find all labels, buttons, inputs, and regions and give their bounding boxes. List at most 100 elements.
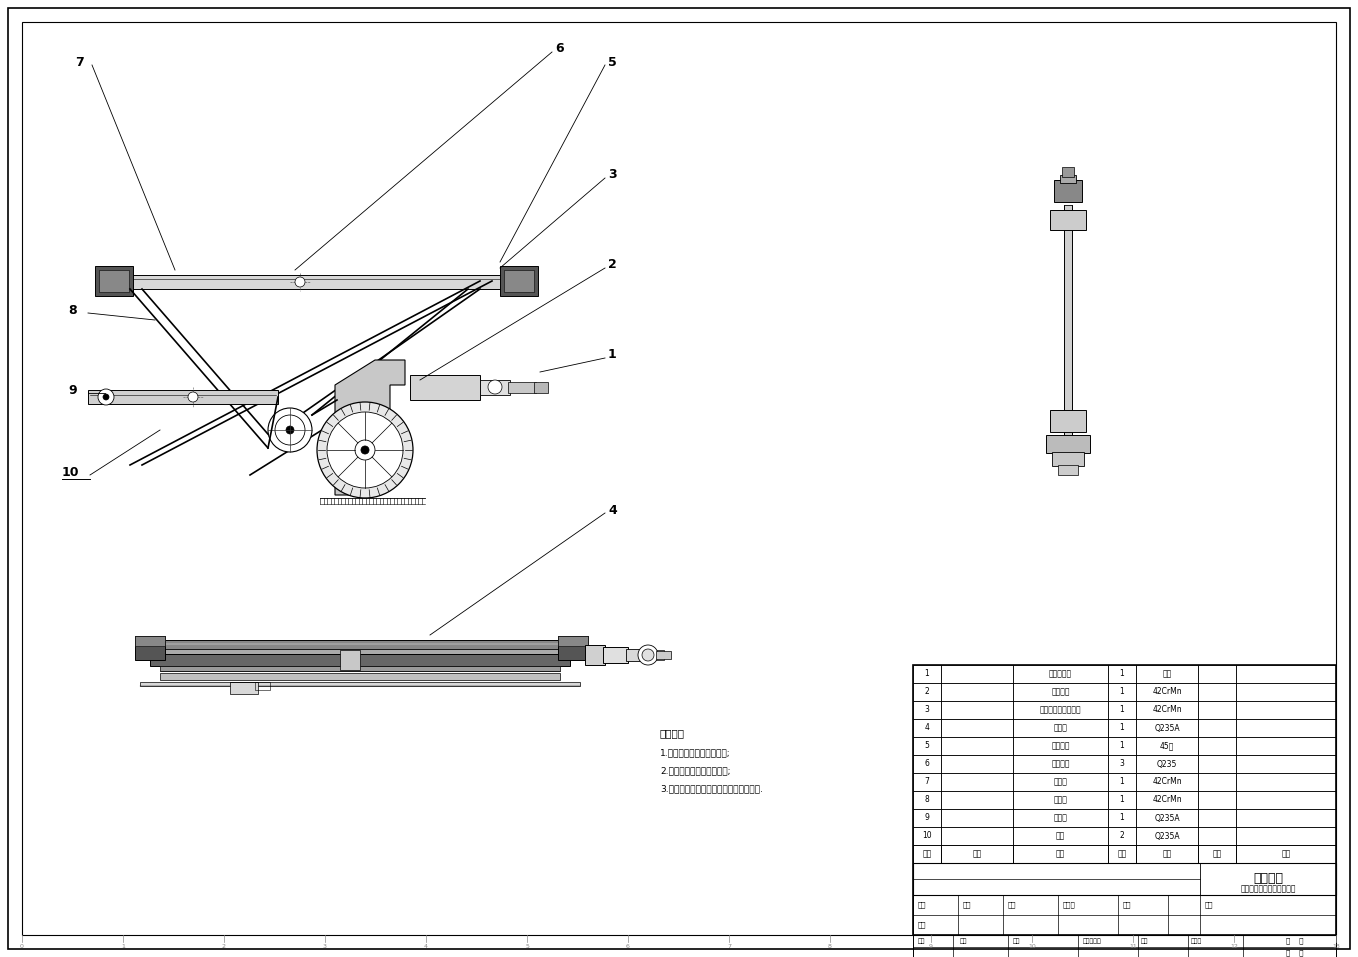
Text: 备注: 备注 xyxy=(1282,850,1290,858)
Text: 年月日: 年月日 xyxy=(1191,938,1202,944)
Text: 2.导向槽内加入适量润滑脂;: 2.导向槽内加入适量润滑脂; xyxy=(660,766,731,775)
Text: 材料: 材料 xyxy=(1162,850,1172,858)
Text: 1: 1 xyxy=(1119,705,1124,715)
Text: 滚动管: 滚动管 xyxy=(1054,813,1067,822)
Bar xyxy=(913,845,941,863)
Text: 汽车车门玻璃升降器总成图: 汽车车门玻璃升降器总成图 xyxy=(1240,884,1296,894)
Text: 3: 3 xyxy=(323,945,327,949)
Text: 共    张: 共 张 xyxy=(1286,938,1304,945)
Text: 1: 1 xyxy=(1119,742,1124,750)
Text: 数量: 数量 xyxy=(1118,850,1127,858)
Bar xyxy=(941,755,1013,773)
Text: 技术要求: 技术要求 xyxy=(660,728,684,738)
Bar xyxy=(1046,435,1090,453)
Text: 玻璃托架: 玻璃托架 xyxy=(1051,760,1070,768)
Text: 7: 7 xyxy=(75,56,84,69)
Bar xyxy=(1137,845,1198,863)
Bar xyxy=(1236,791,1336,809)
Text: 2: 2 xyxy=(925,687,929,697)
Bar xyxy=(941,683,1013,701)
Text: 1: 1 xyxy=(1119,777,1124,787)
Text: 6: 6 xyxy=(626,945,630,949)
Bar xyxy=(1236,683,1336,701)
Text: 5: 5 xyxy=(608,56,617,69)
Bar xyxy=(1236,773,1336,791)
Text: 3: 3 xyxy=(1119,760,1124,768)
Circle shape xyxy=(638,645,659,665)
Bar xyxy=(230,682,258,694)
Circle shape xyxy=(488,380,502,394)
Text: 10: 10 xyxy=(922,832,932,840)
Bar xyxy=(1065,205,1071,470)
Bar xyxy=(1108,683,1137,701)
Text: 6: 6 xyxy=(555,41,564,55)
Text: 8: 8 xyxy=(925,795,929,805)
Bar xyxy=(1052,452,1084,466)
Bar xyxy=(95,266,133,296)
Text: 工艺: 工艺 xyxy=(1008,901,1017,908)
Text: 8: 8 xyxy=(68,303,76,317)
Text: Q235A: Q235A xyxy=(1154,723,1180,732)
Bar xyxy=(1013,791,1108,809)
Circle shape xyxy=(354,440,375,460)
Bar xyxy=(149,654,570,666)
Text: 玻璃托板: 玻璃托板 xyxy=(1051,742,1070,750)
Text: 审核: 审核 xyxy=(963,901,971,908)
Text: 1: 1 xyxy=(1119,795,1124,805)
Bar xyxy=(913,737,941,755)
Bar xyxy=(1198,827,1236,845)
Text: 摆臂组件及蜗轮蜗杆: 摆臂组件及蜗轮蜗杆 xyxy=(1040,705,1081,715)
Bar xyxy=(1108,665,1137,683)
Bar xyxy=(479,380,511,395)
Text: 第    张: 第 张 xyxy=(1286,949,1304,956)
Text: 1: 1 xyxy=(925,670,929,679)
Polygon shape xyxy=(335,360,405,495)
Bar xyxy=(100,275,530,289)
Bar xyxy=(1054,180,1082,202)
Bar xyxy=(913,791,941,809)
Bar xyxy=(1013,701,1108,719)
Bar xyxy=(1137,809,1198,827)
Bar xyxy=(913,827,941,845)
Bar xyxy=(504,270,534,292)
Circle shape xyxy=(316,402,413,498)
Bar xyxy=(603,647,627,663)
Circle shape xyxy=(103,394,109,400)
Bar xyxy=(140,682,580,686)
Bar xyxy=(1013,665,1108,683)
Text: 5: 5 xyxy=(526,945,528,949)
Text: 9: 9 xyxy=(925,813,929,822)
Bar xyxy=(1137,683,1198,701)
Bar xyxy=(1198,719,1236,737)
Bar xyxy=(941,719,1013,737)
Bar xyxy=(1236,719,1336,737)
Bar xyxy=(913,701,941,719)
Text: 1: 1 xyxy=(1119,813,1124,822)
Bar xyxy=(1236,701,1336,719)
Text: Q235A: Q235A xyxy=(1154,813,1180,822)
Bar xyxy=(1061,175,1076,183)
Bar xyxy=(1108,773,1137,791)
Text: 批准: 批准 xyxy=(1123,901,1131,908)
Bar xyxy=(941,665,1013,683)
Bar xyxy=(656,651,671,659)
Bar xyxy=(1198,773,1236,791)
Bar xyxy=(1013,719,1108,737)
Bar xyxy=(1198,845,1236,863)
Bar xyxy=(1198,701,1236,719)
Bar xyxy=(913,665,941,683)
Bar xyxy=(99,270,129,292)
Bar xyxy=(1198,755,1236,773)
Text: 1: 1 xyxy=(1119,723,1124,732)
Circle shape xyxy=(287,426,293,434)
Text: 1: 1 xyxy=(608,348,617,362)
Text: 4: 4 xyxy=(424,945,428,949)
Circle shape xyxy=(98,389,114,405)
Text: 11: 11 xyxy=(1128,945,1137,949)
Text: 随动臂: 随动臂 xyxy=(1054,777,1067,787)
Bar xyxy=(1050,410,1086,432)
Text: 10: 10 xyxy=(62,465,80,478)
Text: 大连华庄: 大连华庄 xyxy=(1253,873,1283,885)
Text: Q235A: Q235A xyxy=(1154,832,1180,840)
Bar xyxy=(558,636,588,660)
